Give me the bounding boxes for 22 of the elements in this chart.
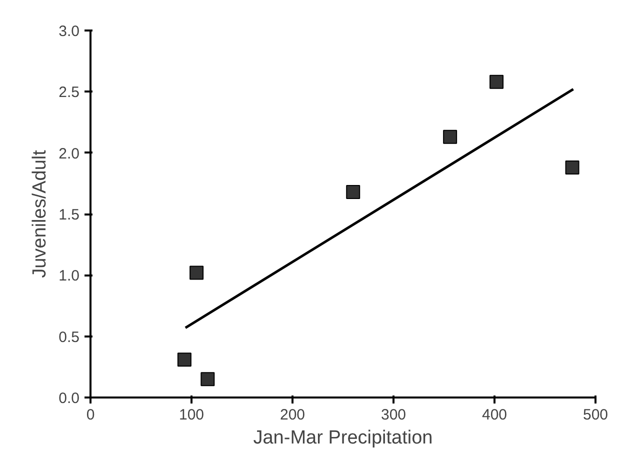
point: [565, 160, 580, 175]
point: [490, 74, 504, 89]
x-axis-title: Jan-Mar Precipitation: [253, 428, 433, 448]
y-tick-label: 3.0: [58, 23, 80, 40]
point: [190, 266, 204, 280]
y-tick-label: 2.5: [58, 84, 80, 102]
x-tick-label: 0: [86, 406, 95, 424]
x-tick-label: 500: [582, 406, 608, 424]
y-tick-label: 1.5: [58, 206, 80, 224]
point: [346, 184, 360, 199]
point: [443, 130, 458, 144]
x-tick-label: 100: [178, 406, 204, 424]
y-tick-label: 1.0: [58, 268, 80, 285]
x-tick-label: 300: [380, 406, 406, 424]
point: [177, 352, 192, 367]
y-tick-label: 2.0: [58, 145, 80, 162]
y-tick-label: 0.0: [58, 390, 80, 407]
y-tick-label: 0.5: [58, 328, 80, 346]
point: [200, 372, 215, 386]
x-tick-label: 400: [482, 406, 508, 424]
x-tick-label: 200: [280, 406, 306, 424]
y-axis-title: Juveniles/Adult: [30, 149, 51, 278]
